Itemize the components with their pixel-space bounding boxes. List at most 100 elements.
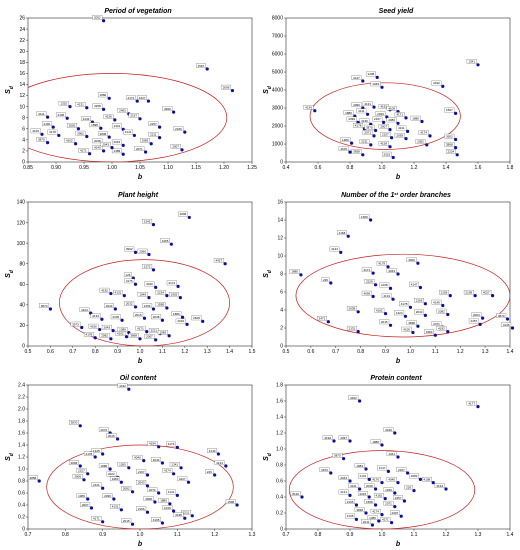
data-point (383, 312, 388, 316)
x-tick-label: 0.8 (315, 532, 322, 538)
data-point (393, 505, 397, 509)
point-label-box (357, 473, 368, 479)
point-label-box (91, 516, 102, 521)
data-point (490, 294, 495, 298)
point-label-box (117, 108, 128, 113)
point-label-box (374, 307, 385, 313)
y-tick-label: 0.2 (18, 515, 25, 521)
data-point (101, 452, 105, 456)
point-label: 1049 (164, 506, 171, 510)
point-label: 4040 (146, 282, 153, 286)
point-label: 4174 (372, 509, 379, 513)
point-label-box (394, 310, 405, 316)
data-point (367, 477, 371, 481)
data-point (121, 152, 125, 156)
y-tick-label: 0.6 (276, 479, 283, 485)
x-tick-label: 1.2 (443, 532, 450, 538)
chart-oil-content: Oil content 0.7 0.8 0.9 1.0 1.1 1.2 1.3 0 0.2 0.4 0… (5, 375, 256, 548)
y-tick-label: 1.4 (276, 415, 283, 421)
x-axis-label: b (138, 541, 143, 548)
point-label: 4178 (86, 333, 93, 337)
x-tick-label: 1.0 (137, 349, 144, 355)
x-axis-label: b (138, 358, 143, 365)
y-tick-label: 2 (22, 149, 25, 155)
point-label: 4040 (388, 477, 395, 481)
point-label-box (162, 106, 173, 111)
point-label: 8120 (292, 492, 299, 496)
point-label: 1880 (100, 93, 107, 97)
point-label: 2197 (374, 117, 381, 121)
point-label: 2038 (396, 133, 403, 137)
x-axis-label: b (396, 174, 401, 181)
point-label: 4105 (153, 518, 160, 522)
data-point (145, 510, 150, 514)
point-label-box (362, 101, 373, 106)
y-tick-label: 2.2 (18, 395, 25, 401)
data-point (133, 250, 138, 254)
point-label: 1238 (368, 72, 375, 76)
point-label-box (70, 321, 81, 327)
point-label-box (348, 395, 359, 400)
data-point (406, 129, 410, 133)
point-label: 4131 (364, 102, 371, 106)
data-point (403, 314, 408, 318)
x-tick-label: 1.15 (191, 165, 201, 171)
data-point (388, 286, 393, 290)
point-label-box (100, 141, 111, 147)
data-point (425, 143, 429, 147)
data-point (172, 509, 176, 513)
point-label-box (36, 136, 47, 142)
data-point (404, 137, 408, 141)
point-label-box (136, 506, 147, 512)
x-tick-label: 0.6 (315, 165, 322, 171)
point-label: 2211 (183, 511, 190, 515)
point-label-box (181, 510, 191, 515)
point-label: 4162 (117, 332, 124, 336)
data-point (151, 223, 156, 227)
x-tick-label: 0.9 (114, 349, 121, 355)
point-label-box (338, 489, 349, 495)
y-tick-label: 1.0 (18, 467, 25, 473)
point-label-box (386, 476, 397, 482)
data-point (418, 477, 422, 481)
point-label-box (370, 508, 381, 514)
point-label: 4192 (438, 326, 445, 330)
point-label: 2006 (74, 475, 81, 479)
point-label-box (113, 289, 123, 295)
data-point (93, 336, 97, 340)
y-tick-label: 0.8 (18, 479, 25, 485)
point-label-box (98, 427, 109, 432)
point-label-box (345, 499, 356, 504)
data-point (82, 478, 86, 482)
point-label-box (364, 483, 375, 488)
point-label: 1983 (426, 330, 433, 334)
point-label: 4105 (112, 315, 119, 319)
data-point (179, 466, 183, 470)
point-label: 2197 (398, 468, 405, 472)
point-label: 2015 (108, 434, 115, 438)
y-tick-label: 1.4 (18, 443, 25, 449)
point-label-box (409, 473, 420, 479)
point-label: 1341 (114, 124, 121, 128)
data-point (358, 487, 362, 491)
data-point (386, 265, 390, 269)
point-label-box (166, 489, 176, 495)
point-label-box (444, 133, 455, 139)
point-label: 2015 (114, 140, 121, 144)
point-label: 2043 (102, 142, 109, 146)
point-label-box (106, 433, 117, 438)
point-label-box (92, 138, 103, 144)
point-label: 2082 (123, 487, 130, 491)
point-label-box (289, 269, 300, 274)
y-tick-label: 8 (22, 115, 25, 121)
chart-title: Seed yield (379, 8, 414, 15)
point-label: 4171 (93, 517, 100, 521)
y-tick-label: 0.2 (276, 511, 283, 517)
point-label: 4192 (324, 436, 331, 440)
data-point (190, 514, 194, 518)
data-point (102, 19, 106, 23)
data-point (183, 516, 187, 520)
point-label: 4111 (358, 109, 365, 113)
data-point (348, 479, 352, 483)
data-point (454, 137, 458, 142)
